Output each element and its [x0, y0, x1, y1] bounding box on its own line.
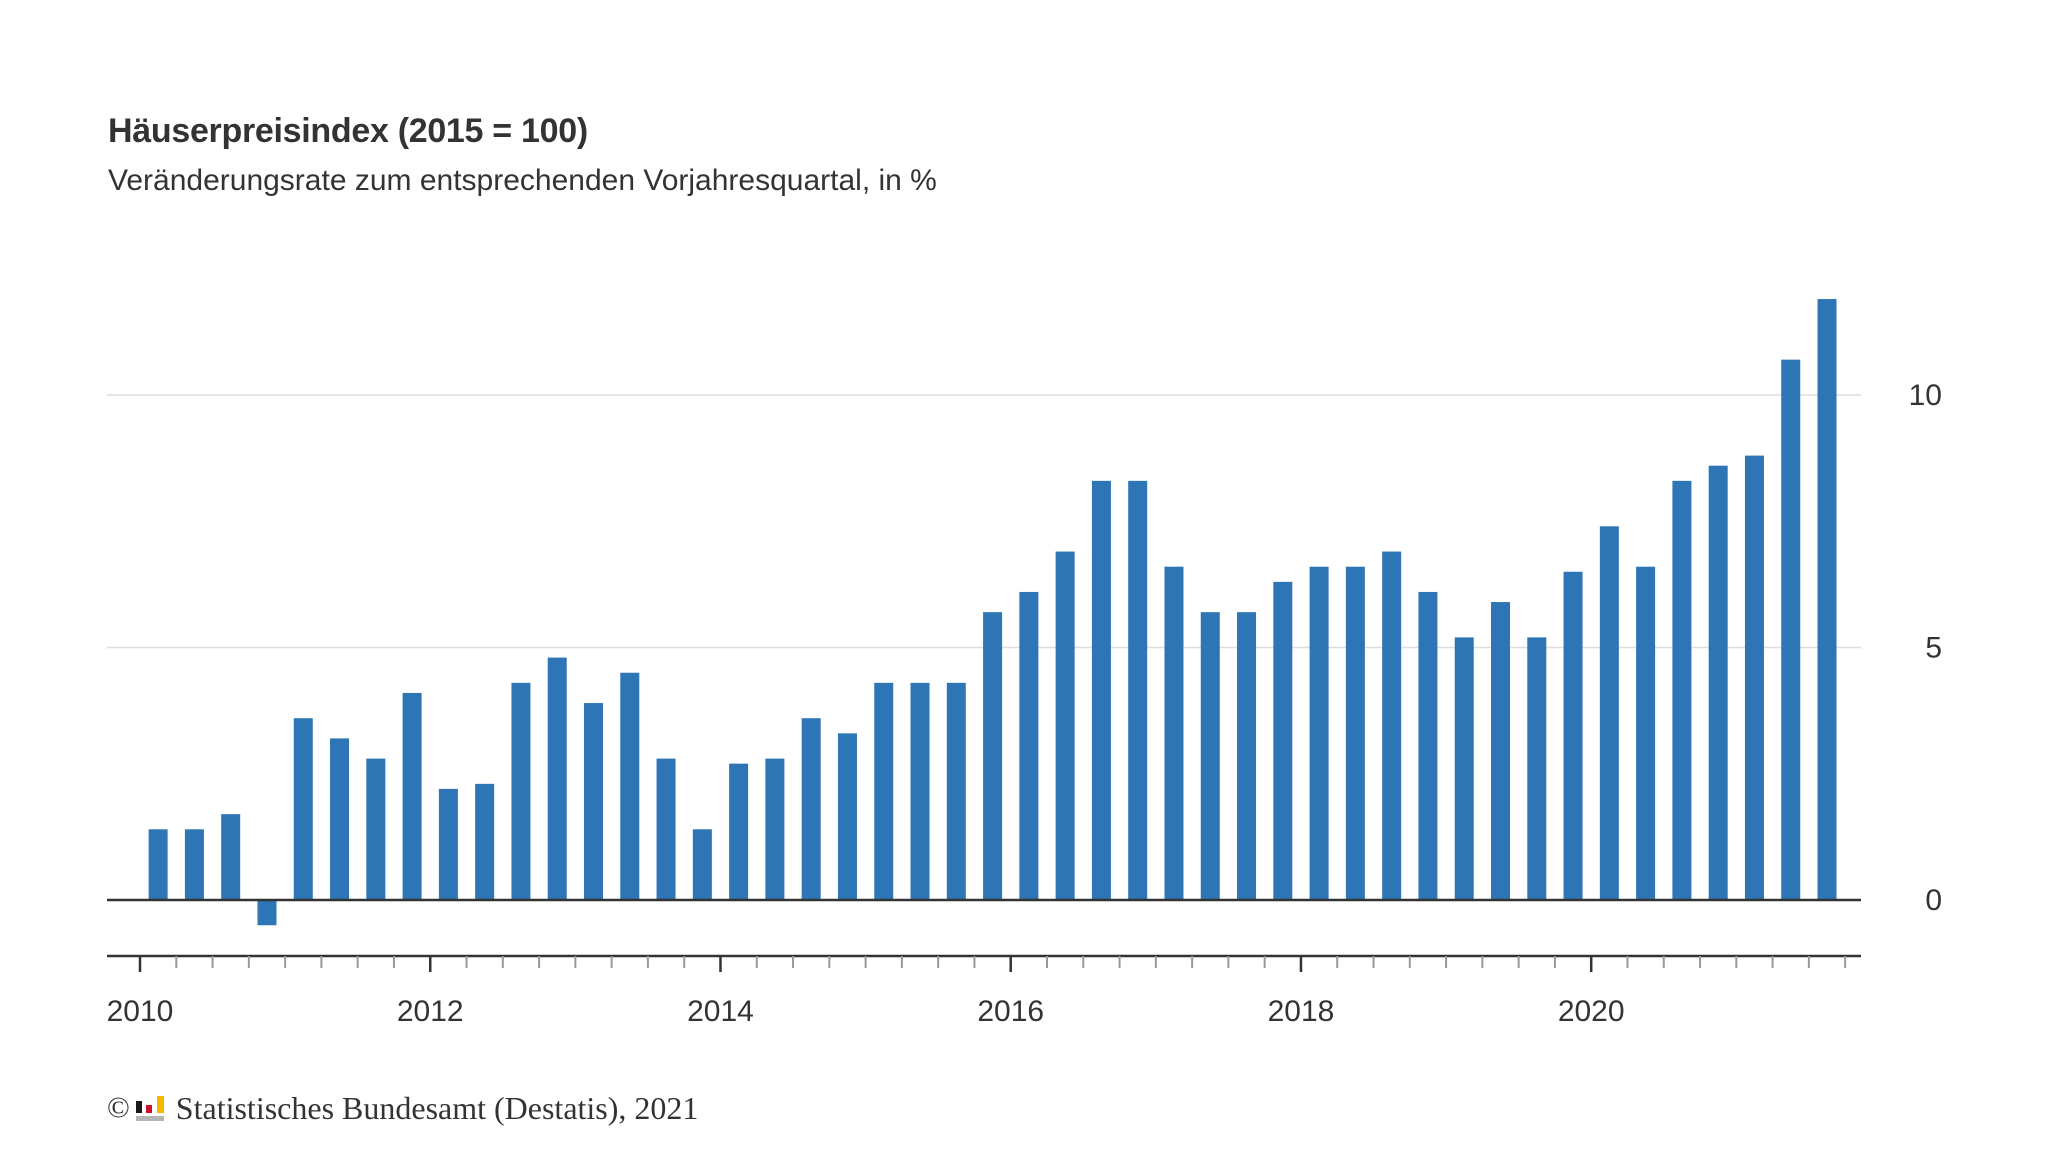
bar: 2012 Q3: 4.3 — [511, 682, 531, 900]
x-tick-label: 2018 — [1268, 995, 1335, 1028]
bar: 2016 Q1: 6.1 — [1019, 591, 1039, 900]
bar: 2019 Q3: 5.2 — [1527, 637, 1547, 900]
copyright-symbol: © — [107, 1091, 130, 1124]
x-axis: 2010 2012 2014 2016 2018 2020 — [107, 954, 1861, 1028]
y-tick-label: 10 — [1909, 379, 1942, 412]
bar: 2015 Q1: 4.3 — [874, 682, 894, 900]
bar: 2018 Q4: 6.1 — [1418, 591, 1438, 900]
y-tick-label: 0 — [1925, 884, 1942, 917]
bar: 2021 Q2: 10.7 — [1781, 359, 1801, 900]
x-tick-label: 2012 — [397, 995, 464, 1028]
bar: 2020 Q4: 8.6 — [1708, 465, 1728, 900]
bar: 2010 Q1: 1.4 — [148, 829, 168, 900]
bar: 2011 Q3: 2.8 — [366, 758, 386, 900]
bar: 2015 Q2: 4.3 — [910, 682, 930, 900]
destatis-logo-icon — [135, 1093, 164, 1123]
bar: 2011 Q4: 4.1 — [402, 692, 422, 900]
bar: 2018 Q3: 6.9 — [1382, 551, 1402, 900]
bar: 2013 Q3: 2.8 — [656, 758, 676, 900]
bar: 2017 Q4: 6.3 — [1273, 581, 1293, 900]
bar: 2017 Q2: 5.7 — [1200, 612, 1220, 900]
bar: 2020 Q1: 7.4 — [1599, 526, 1619, 900]
bar: 2010 Q3: 1.7 — [221, 814, 241, 900]
bar: 2018 Q2: 6.6 — [1345, 566, 1365, 900]
bar: 2015 Q3: 4.3 — [946, 682, 966, 900]
bar: 2014 Q2: 2.8 — [765, 758, 785, 900]
x-tick-label: 2020 — [1558, 995, 1625, 1028]
chart-title: Häuserpreisindex (2015 = 100) — [108, 112, 588, 150]
bar: 2014 Q3: 3.6 — [801, 718, 821, 900]
bar: 2013 Q1: 3.9 — [584, 703, 603, 900]
bar: 2012 Q1: 2.2 — [438, 788, 458, 900]
x-tick-label: 2016 — [977, 995, 1044, 1028]
bar: 2019 Q4: 6.5 — [1563, 571, 1583, 900]
source-footer: © Statistisches Bundesamt (Destatis), 20… — [107, 1088, 698, 1128]
bar: 2011 Q1: 3.6 — [293, 718, 313, 900]
bar: 2012 Q4: 4.8 — [547, 657, 567, 900]
bar: 2012 Q2: 2.3 — [475, 783, 495, 900]
bar: 2019 Q1: 5.2 — [1454, 637, 1474, 900]
bar: 2017 Q3: 5.7 — [1237, 612, 1257, 900]
source-text: Statistisches Bundesamt (Destatis), 2021 — [175, 1089, 699, 1126]
bar: 2021 Q3: 11.9 — [1817, 299, 1837, 900]
y-tick-label: 5 — [1925, 632, 1942, 665]
bar: 2016 Q4: 8.3 — [1128, 480, 1148, 900]
bar: 2019 Q2: 5.9 — [1491, 602, 1510, 900]
bar: 2018 Q1: 6.6 — [1309, 566, 1329, 900]
bar: 2020 Q2: 6.6 — [1636, 566, 1656, 900]
bar: 2015 Q4: 5.7 — [983, 612, 1003, 900]
bar: 2014 Q4: 3.3 — [837, 733, 857, 900]
bar: 2011 Q2: 3.2 — [330, 738, 350, 900]
bars: 2010 Q1: 1.4 2010 Q2: 1.4 2010 Q3: 1.7 2010… — [148, 299, 1837, 926]
chart-subtitle: Veränderungsrate zum entsprechenden Vorj… — [108, 164, 937, 197]
bar: 2010 Q4: -0.5 — [257, 900, 277, 926]
bar: 2013 Q2: 4.5 — [620, 672, 640, 900]
x-tick-label: 2014 — [687, 995, 754, 1028]
x-tick-label: 2010 — [107, 995, 174, 1028]
gridlines — [107, 394, 1861, 649]
bar: 2017 Q1: 6.6 — [1164, 566, 1184, 900]
bar: 2021 Q1: 8.8 — [1744, 455, 1764, 900]
bar: 2020 Q3: 8.3 — [1672, 480, 1692, 900]
bar: 2016 Q2: 6.9 — [1055, 551, 1075, 900]
bar: 2014 Q1: 2.7 — [729, 763, 749, 900]
bar: 2010 Q2: 1.4 — [184, 829, 204, 900]
bar: 2013 Q4: 1.4 — [692, 829, 712, 900]
bar: 2016 Q3: 8.3 — [1091, 480, 1111, 900]
y-axis: 0 5 10 — [1909, 379, 1942, 917]
